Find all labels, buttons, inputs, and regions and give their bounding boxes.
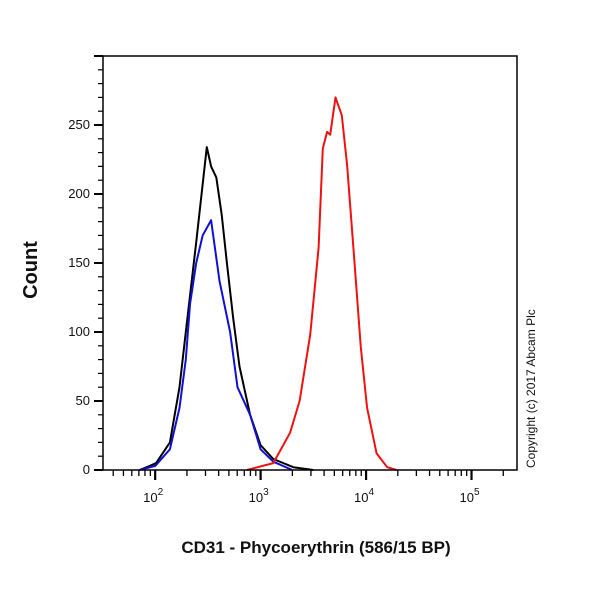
plot-frame: [102, 55, 518, 471]
y-tick-label: 0: [83, 462, 90, 477]
tick-base: 10: [249, 490, 263, 505]
y-tick-label: 100: [68, 324, 90, 339]
series-line-2: [246, 96, 397, 471]
series-group: [139, 96, 397, 471]
x-tick-label: 104: [354, 487, 374, 505]
x-tick-label: 105: [459, 487, 479, 505]
y-axis: 0 50 100 150 200 250: [68, 55, 103, 477]
tick-exponent: 3: [263, 487, 269, 498]
series-line-0: [139, 146, 314, 471]
x-tick-label: 102: [143, 487, 163, 505]
y-tick-label: 250: [68, 117, 90, 132]
tick-base: 10: [354, 490, 368, 505]
copyright-annotation: Copyright (c) 2017 Abcam Plc: [524, 309, 538, 468]
y-tick-label: 150: [68, 255, 90, 270]
y-tick-label: 200: [68, 186, 90, 201]
series-line-1: [139, 219, 293, 471]
x-axis: 102 103 104 105: [112, 470, 504, 505]
tick-exponent: 5: [474, 487, 480, 498]
tick-base: 10: [459, 490, 473, 505]
y-axis-label: Count: [20, 241, 42, 299]
x-tick-label: 103: [249, 487, 269, 505]
tick-exponent: 2: [158, 487, 164, 498]
y-tick-label: 50: [76, 393, 90, 408]
tick-base: 10: [143, 490, 157, 505]
tick-exponent: 4: [369, 487, 375, 498]
x-axis-label: CD31 - Phycoerythrin (586/15 BP): [181, 538, 450, 557]
